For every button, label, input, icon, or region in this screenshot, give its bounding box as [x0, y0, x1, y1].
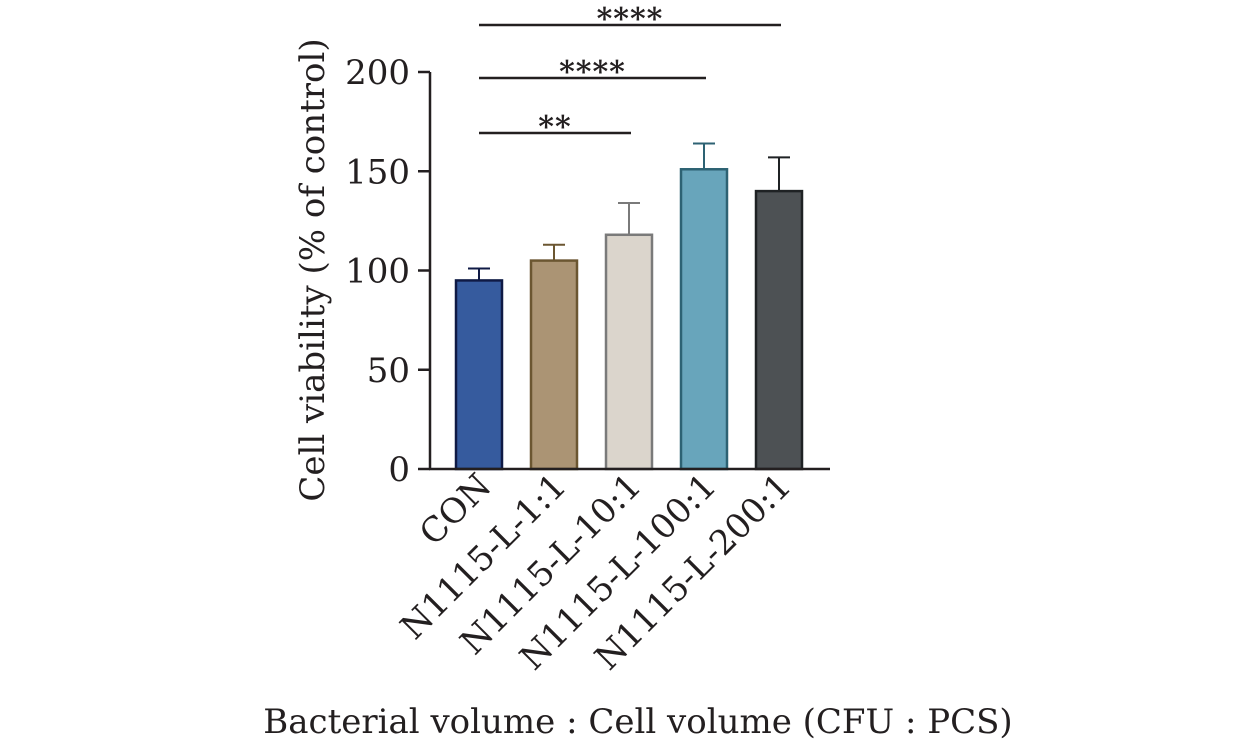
- significance-label: ****: [559, 55, 626, 90]
- y-tick-label: 50: [367, 351, 410, 391]
- significance-label: ****: [597, 2, 664, 37]
- x-axis-title: Bacterial volume : Cell volume (CFU : PC…: [263, 702, 1012, 742]
- bar-n1115-l-10-1: [604, 233, 654, 471]
- y-tick-label: 100: [345, 252, 410, 292]
- y-tick-label: 200: [345, 53, 410, 93]
- significance-label: **: [538, 110, 571, 145]
- x-labels-layer: CONN1115-L-1:1N1115-L-10:1N1115-L-100:1N…: [393, 466, 799, 678]
- y-tick-label: 0: [388, 450, 410, 490]
- bar-con: [454, 279, 504, 471]
- significance-layer: **********: [479, 2, 781, 145]
- y-ticks-layer: 0 50 100 150 200: [345, 53, 430, 490]
- bars-layer: [454, 168, 804, 471]
- bar-n1115-l-200-1: [754, 189, 804, 471]
- bar-n1115-l-1-1: [529, 259, 579, 471]
- y-tick-label: 150: [345, 152, 410, 192]
- bar-n1115-l-100-1: [679, 168, 729, 471]
- error-bars-layer: [468, 142, 790, 281]
- y-axis-title: Cell viability (% of control): [293, 38, 333, 501]
